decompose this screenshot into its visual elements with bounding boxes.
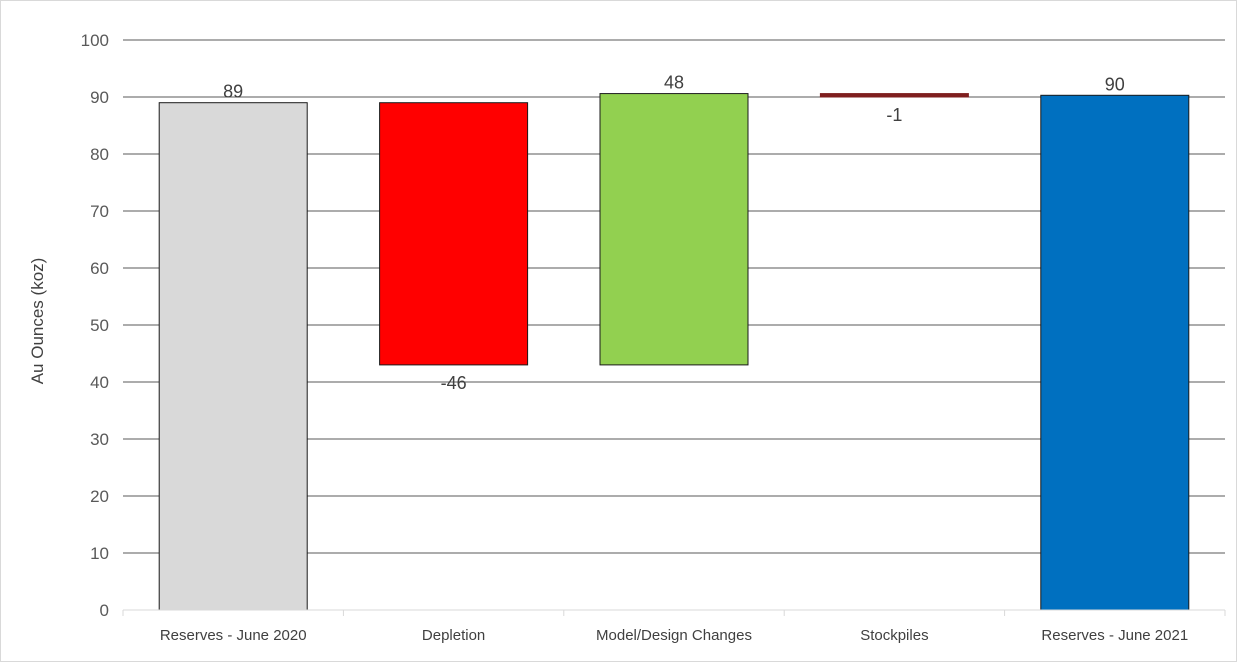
- y-tick-label: 90: [90, 88, 109, 107]
- bar: [599, 93, 749, 366]
- x-tick-label: Depletion: [422, 627, 485, 644]
- y-axis-title: Au Ounces (koz): [28, 258, 47, 385]
- y-tick-label: 50: [90, 316, 109, 335]
- data-labels: 89 -46 48 -1 90: [223, 73, 1125, 393]
- x-tick-label: Reserves - June 2020: [160, 627, 307, 644]
- x-axis: Reserves - June 2020 Depletion Model/Desig…: [122, 609, 1226, 644]
- bar: [158, 102, 308, 611]
- data-label: 90: [1105, 74, 1125, 94]
- x-tick-label: Reserves - June 2021: [1041, 627, 1188, 644]
- data-label: -1: [886, 105, 902, 125]
- data-label: -46: [441, 373, 467, 393]
- y-tick-label: 0: [100, 601, 109, 620]
- data-label: 48: [664, 73, 684, 93]
- y-tick-label: 40: [90, 373, 109, 392]
- bar: [1040, 94, 1190, 611]
- y-tick-label: 80: [90, 145, 109, 164]
- bar: [379, 102, 529, 366]
- y-tick-label: 20: [90, 487, 109, 506]
- y-axis-tick-labels: 0 10 20 30 40 50 60 70 80 90 100: [81, 31, 109, 620]
- y-tick-label: 10: [90, 544, 109, 563]
- y-tick-label: 30: [90, 430, 109, 449]
- y-tick-label: 60: [90, 259, 109, 278]
- x-tick-label: Model/Design Changes: [596, 627, 752, 644]
- data-label: 89: [223, 82, 243, 102]
- bars: [158, 93, 1190, 611]
- y-tick-label: 70: [90, 202, 109, 221]
- bar: [819, 93, 969, 98]
- y-tick-label: 100: [81, 31, 109, 50]
- x-tick-label: Stockpiles: [860, 627, 928, 644]
